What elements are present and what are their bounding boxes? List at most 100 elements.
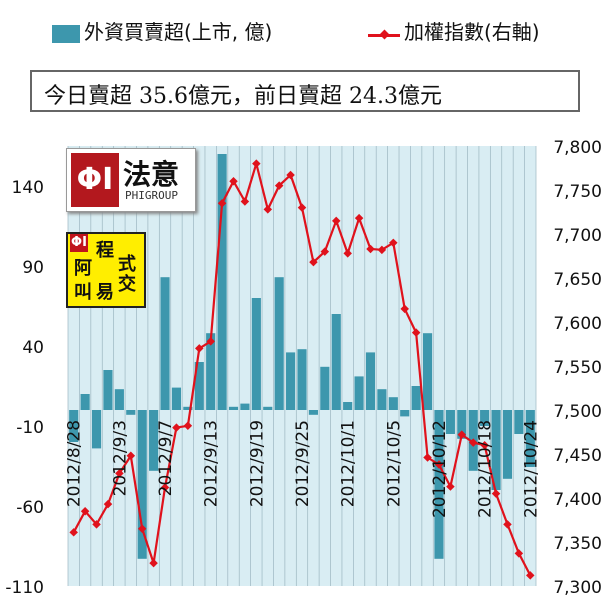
right-axis-tick-label: 7,500 [553, 402, 602, 422]
bar [320, 366, 330, 410]
left-axis-tick-label: -110 [5, 578, 44, 598]
bar [240, 403, 250, 410]
bar [160, 277, 170, 410]
index-point [229, 176, 238, 186]
index-point [160, 483, 170, 492]
x-axis-tick-label: 2012/9/13 [202, 420, 222, 507]
bar [171, 387, 182, 410]
right-axis-tick-label: 7,350 [553, 534, 602, 554]
bar [103, 370, 113, 410]
bar [525, 410, 535, 467]
right-axis-tick-label: 7,450 [553, 446, 602, 466]
x-axis-tick-label: 2012/9/25 [293, 420, 313, 507]
bar [331, 314, 341, 410]
phigroup-logo-mark: ΦI [71, 153, 119, 207]
bar [263, 406, 273, 410]
bar [286, 352, 296, 410]
bar [251, 298, 261, 410]
line-legend-label: 加權指數(右軸) [404, 20, 540, 44]
bar [388, 397, 398, 410]
bar [206, 333, 216, 410]
program-trading-logo-char: 阿 [74, 258, 92, 279]
program-trading-logo-char: 易 [96, 282, 114, 303]
bar [126, 410, 136, 415]
program-trading-logo-char: 程 [96, 240, 114, 261]
index-point [389, 238, 398, 248]
right-axis-tick-label: 7,750 [553, 182, 602, 202]
bar [149, 410, 159, 471]
bar [422, 333, 433, 410]
index-point [137, 524, 147, 534]
program-trading-logo-corner: ΦI [70, 234, 88, 252]
index-point [252, 159, 261, 168]
index-point [491, 489, 501, 498]
index-point [240, 197, 250, 206]
index-point [423, 453, 432, 462]
bar [343, 402, 353, 410]
right-axis-tick-label: 7,800 [553, 138, 602, 158]
right-axis-tick-label: 7,600 [553, 314, 602, 334]
phigroup-logo-name: 法意 [123, 158, 180, 191]
bar-legend-swatch [52, 25, 80, 43]
bar [274, 277, 284, 410]
index-point [217, 198, 227, 208]
bar [445, 410, 455, 434]
right-axis-tick-label: 7,700 [553, 226, 602, 246]
right-axis-tick-label: 7,650 [553, 270, 602, 290]
right-axis-tick-label: 7,300 [553, 578, 602, 598]
bar-legend-label: 外資買賣超(上市, 億) [84, 20, 273, 44]
bar [354, 376, 364, 410]
program-trading-logo-char: 式 [118, 254, 136, 275]
bar [457, 410, 467, 439]
bar [365, 352, 376, 410]
left-axis-tick-label: 90 [22, 258, 44, 278]
bar [217, 154, 227, 410]
bar [297, 349, 307, 410]
phigroup-logo: ΦI 法意 PHIGROUP [66, 148, 196, 212]
summary-box: 今日賣超 35.6億元，前日賣超 24.3億元 [30, 70, 580, 112]
bar [183, 406, 193, 410]
bar [434, 410, 444, 559]
bar [400, 410, 410, 417]
index-point [286, 170, 295, 180]
x-axis-tick-label: 2012/9/19 [247, 420, 267, 507]
left-axis-tick-label: -10 [16, 418, 44, 438]
index-point [526, 571, 535, 580]
bar [91, 410, 102, 449]
x-axis-tick-label: 2012/10/5 [384, 420, 404, 507]
left-axis-tick-label: -60 [16, 498, 44, 518]
index-point [354, 213, 364, 223]
right-axis-tick-label: 7,550 [553, 358, 602, 378]
bar [308, 410, 318, 415]
bar [194, 362, 204, 410]
x-axis-tick-label: 2012/9/7 [156, 420, 176, 496]
index-point [331, 216, 341, 226]
bar [411, 386, 421, 410]
phigroup-logo-subtitle: PHIGROUP [125, 189, 178, 202]
bar [514, 410, 524, 434]
bar [502, 410, 513, 479]
index-point [480, 440, 489, 450]
index-point [80, 506, 90, 516]
index-point [400, 304, 409, 314]
legend: 外資買賣超(上市, 億) 加權指數(右軸) [0, 0, 611, 60]
index-point [69, 528, 78, 537]
x-axis-tick-label: 2012/10/1 [339, 420, 359, 507]
index-point [183, 421, 193, 431]
right-axis-tick-label: 7,400 [553, 490, 602, 510]
index-point [309, 257, 318, 267]
index-point [195, 344, 204, 353]
x-axis-tick-label: 2012/9/3 [110, 420, 130, 496]
program-trading-logo-char: 交 [118, 274, 136, 295]
program-trading-logo-char: 叫 [74, 282, 92, 303]
bar [377, 389, 387, 410]
left-axis-tick-label: 140 [12, 178, 44, 198]
index-point [297, 203, 307, 212]
index-point [377, 245, 387, 255]
x-axis-tick-label: 2012/8/28 [65, 420, 85, 507]
x-axis-tick-label: 2012/10/18 [476, 420, 496, 518]
bar [69, 410, 79, 442]
bar [137, 410, 147, 559]
left-axis-tick-label: 40 [22, 338, 44, 358]
